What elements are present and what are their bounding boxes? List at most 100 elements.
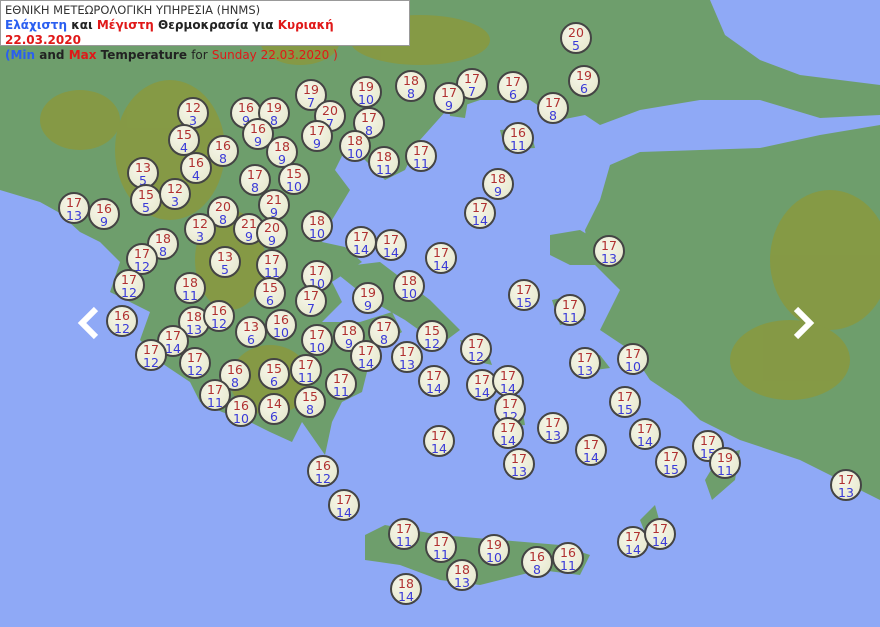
station-marker[interactable]: 17 13	[391, 341, 423, 373]
station-marker[interactable]: 17 14	[492, 417, 524, 449]
station-marker[interactable]: 18 10	[301, 210, 333, 242]
previous-day-button[interactable]	[72, 305, 108, 341]
max-temperature: 15	[286, 166, 302, 181]
station-marker[interactable]: 18 13	[446, 559, 478, 591]
station-marker[interactable]: 17 7	[295, 285, 327, 317]
station-marker[interactable]: 16 9	[88, 198, 120, 230]
station-marker[interactable]: 17 14	[425, 242, 457, 274]
station-marker[interactable]: 17 15	[609, 386, 641, 418]
station-marker[interactable]: 17 11	[405, 140, 437, 172]
station-marker[interactable]: 20 5	[560, 22, 592, 54]
station-marker[interactable]: 17 14	[575, 434, 607, 466]
max-temperature: 18	[341, 323, 357, 338]
station-marker[interactable]: 17 13	[58, 192, 90, 224]
station-marker[interactable]: 17 8	[239, 164, 271, 196]
station-marker[interactable]: 19 9	[352, 282, 384, 314]
station-marker[interactable]: 17 11	[290, 354, 322, 386]
station-marker[interactable]: 13 6	[235, 316, 267, 348]
station-marker[interactable]: 17 13	[830, 469, 862, 501]
station-marker[interactable]: 17 14	[328, 489, 360, 521]
station-marker[interactable]: 17 11	[425, 531, 457, 563]
station-marker[interactable]: 15 4	[168, 124, 200, 156]
station-marker[interactable]: 17 10	[617, 343, 649, 375]
station-marker[interactable]: 17 14	[644, 518, 676, 550]
station-marker[interactable]: 16 12	[307, 455, 339, 487]
station-marker[interactable]: 16 10	[265, 309, 297, 341]
station-marker[interactable]: 20 9	[256, 217, 288, 249]
station-marker[interactable]: 18 10	[339, 130, 371, 162]
station-marker[interactable]: 17 15	[508, 279, 540, 311]
station-marker[interactable]: 19 11	[709, 447, 741, 479]
station-marker[interactable]: 17 13	[537, 412, 569, 444]
station-marker[interactable]: 17 13	[569, 347, 601, 379]
station-marker[interactable]: 12 3	[177, 97, 209, 129]
min-temperature: 5	[139, 173, 147, 188]
station-marker[interactable]: 19 10	[350, 76, 382, 108]
station-marker[interactable]: 18 10	[393, 270, 425, 302]
station-marker[interactable]: 18 9	[333, 320, 365, 352]
station-marker[interactable]: 19 10	[478, 534, 510, 566]
station-marker[interactable]: 16 11	[552, 542, 584, 574]
station-marker[interactable]: 16 12	[106, 305, 138, 337]
station-marker[interactable]: 17 14	[629, 418, 661, 450]
greek-and: και	[71, 18, 93, 32]
station-marker[interactable]: 18 8	[395, 70, 427, 102]
station-marker[interactable]: 17 15	[655, 446, 687, 478]
min-temperature: 6	[580, 81, 588, 96]
station-marker[interactable]: 17 11	[256, 249, 288, 281]
station-marker[interactable]: 15 10	[278, 163, 310, 195]
station-marker[interactable]: 17 6	[497, 71, 529, 103]
station-marker[interactable]: 16 10	[225, 395, 257, 427]
min-temperature: 12	[424, 336, 440, 351]
station-marker[interactable]: 19 6	[568, 65, 600, 97]
station-marker[interactable]: 17 9	[301, 120, 333, 152]
max-temperature: 17	[264, 252, 280, 267]
station-marker[interactable]: 16 11	[502, 122, 534, 154]
station-marker[interactable]: 16 8	[207, 135, 239, 167]
station-marker[interactable]: 18 14	[390, 573, 422, 605]
station-marker[interactable]: 17 14	[418, 365, 450, 397]
station-marker[interactable]: 17 13	[503, 448, 535, 480]
station-marker[interactable]: 17 11	[325, 368, 357, 400]
english-max-label: Max	[68, 48, 97, 62]
station-marker[interactable]: 16 8	[521, 546, 553, 578]
next-day-button[interactable]	[784, 305, 820, 341]
station-marker[interactable]: 17 8	[537, 92, 569, 124]
station-marker[interactable]: 18 11	[174, 272, 206, 304]
station-marker[interactable]: 18 9	[482, 168, 514, 200]
station-marker[interactable]: 18 11	[368, 146, 400, 178]
station-marker[interactable]: 17 14	[375, 229, 407, 261]
station-marker[interactable]: 17 11	[388, 518, 420, 550]
station-marker[interactable]: 21 9	[258, 189, 290, 221]
station-marker[interactable]: 17 11	[199, 379, 231, 411]
station-marker[interactable]: 17 11	[554, 294, 586, 326]
station-marker[interactable]: 19 7	[295, 79, 327, 111]
station-marker[interactable]: 14 6	[258, 393, 290, 425]
max-temperature: 17	[441, 85, 457, 100]
station-marker[interactable]: 17 14	[423, 425, 455, 457]
station-marker[interactable]: 16 4	[180, 152, 212, 184]
station-marker[interactable]: 17 14	[345, 226, 377, 258]
station-marker[interactable]: 17 14	[350, 340, 382, 372]
station-marker[interactable]: 15 6	[258, 358, 290, 390]
station-marker[interactable]: 17 14	[464, 197, 496, 229]
station-marker[interactable]: 16 9	[242, 118, 274, 150]
station-marker[interactable]: 17 10	[301, 324, 333, 356]
station-marker[interactable]: 16 12	[203, 300, 235, 332]
min-temperature: 14	[383, 245, 399, 260]
station-marker[interactable]: 15 8	[294, 386, 326, 418]
station-marker[interactable]: 17 9	[433, 82, 465, 114]
station-marker[interactable]: 15 12	[416, 320, 448, 352]
max-temperature: 19	[358, 79, 374, 94]
station-marker[interactable]: 15 6	[254, 277, 286, 309]
station-marker[interactable]: 12 3	[184, 213, 216, 245]
station-marker[interactable]: 12 3	[159, 178, 191, 210]
station-marker[interactable]: 17 13	[593, 235, 625, 267]
station-marker[interactable]: 13 5	[209, 246, 241, 278]
station-marker[interactable]: 15 5	[130, 184, 162, 216]
